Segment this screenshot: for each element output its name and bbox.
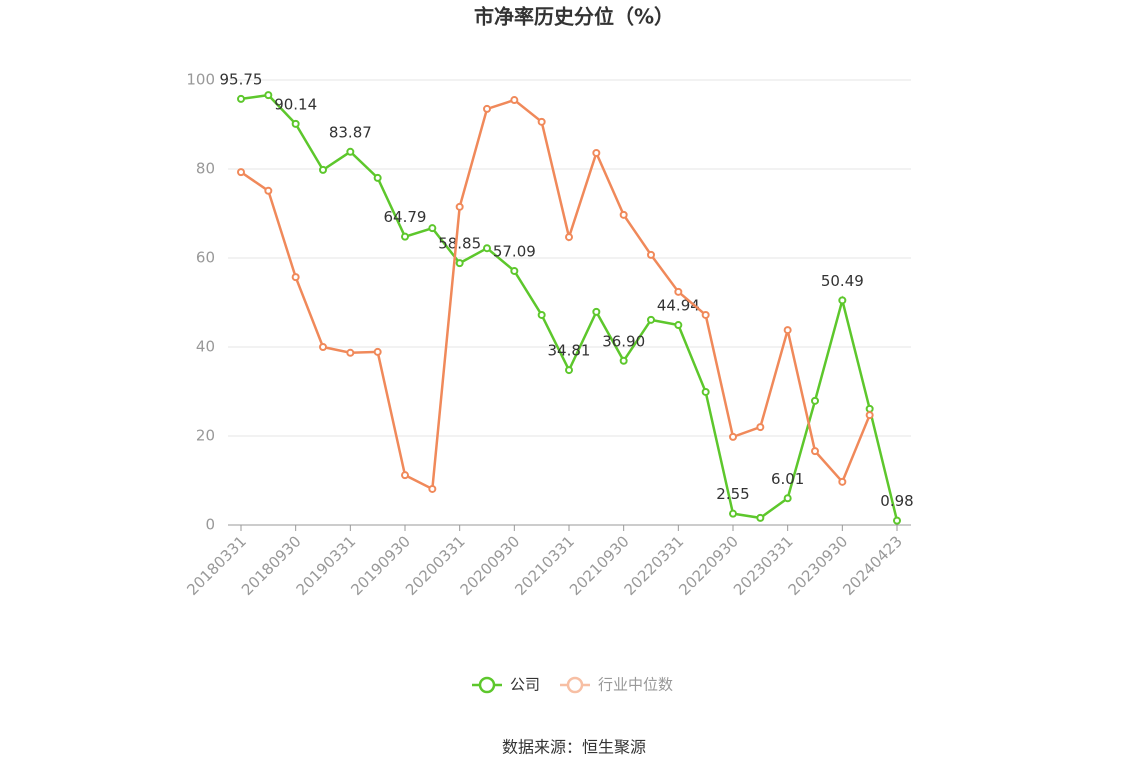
data-point [647,315,655,324]
data-point [838,477,847,486]
data-point [811,396,819,405]
y-tick-label: 0 [205,516,215,534]
data-point [319,343,327,351]
data-point [237,168,245,177]
data-point [428,484,437,493]
data-label: 57.09 [493,242,536,260]
data-point [346,348,355,357]
legend-label: 行业中位数 [598,676,673,694]
data-point [674,321,683,330]
data-point [483,244,491,253]
data-point [811,447,819,456]
data-point [237,94,245,103]
y-tick-label: 60 [196,249,215,267]
data-point [865,411,874,420]
legend-label: 公司 [510,676,540,694]
x-tick-label: 20240423 [839,532,906,599]
data-point [264,186,273,195]
data-point [373,173,382,182]
data-point [455,259,464,268]
data-point [510,96,519,105]
data-point [647,250,655,259]
data-point [510,266,519,275]
data-point [838,296,847,305]
data-point [729,509,737,518]
data-point [428,224,437,233]
data-label: 50.49 [821,272,864,290]
chart-title: 市净率历史分位（%） [474,5,674,29]
series-line [240,93,899,521]
data-point [674,287,683,296]
data-label: 2.55 [716,485,749,503]
data-point [346,147,355,156]
data-point [319,165,327,174]
data-point [592,148,601,157]
y-tick-label: 80 [196,160,215,178]
data-point [565,233,573,242]
data-point [537,117,546,126]
data-label: 36.90 [602,332,645,350]
data-label: 0.98 [880,492,913,510]
data-point [264,91,273,100]
data-point [401,232,409,241]
data-label: 6.01 [771,470,804,488]
data-point [619,210,628,219]
data-point [893,516,901,525]
data-label: 34.81 [548,342,591,360]
y-tick-label: 40 [196,338,215,356]
data-point [865,404,874,413]
data-label: 64.79 [384,208,427,226]
data-point [291,273,300,282]
data-point [756,423,765,432]
legend-marker [478,676,496,694]
data-point [619,356,628,365]
series-line [240,98,871,491]
data-point [701,387,710,396]
data-label: 95.75 [220,70,263,88]
data-point [373,347,382,356]
y-tick-label: 100 [186,71,215,89]
data-point [756,513,765,522]
data-point [783,494,792,503]
data-point [592,307,601,316]
source-note: 数据来源：恒生聚源 [502,738,646,757]
data-point [291,119,300,128]
data-label: 83.87 [329,123,372,141]
data-point [401,471,409,480]
legend-marker [566,676,584,694]
data-point [537,310,546,319]
data-label: 58.85 [438,235,481,253]
data-point [455,202,464,211]
data-label: 90.14 [274,95,317,113]
data-point [729,432,737,441]
data-point [483,104,491,113]
y-tick-label: 20 [196,427,215,445]
data-point [783,326,792,335]
data-point [701,310,710,319]
data-point [565,366,573,375]
